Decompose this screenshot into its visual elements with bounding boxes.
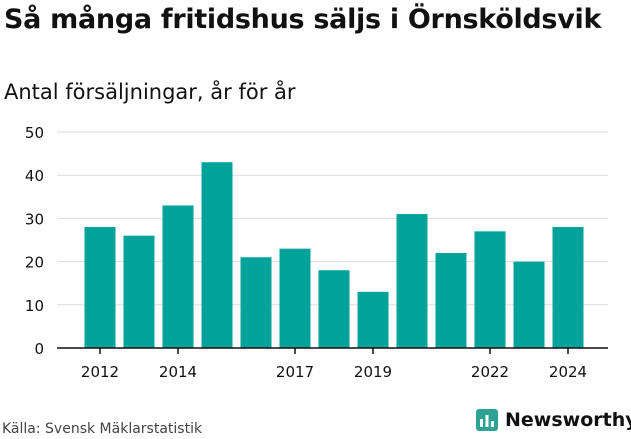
bar-2017 bbox=[279, 248, 311, 348]
y-tick-label: 40 bbox=[25, 167, 44, 185]
y-tick-label: 50 bbox=[25, 124, 44, 142]
x-tick-label: 2019 bbox=[354, 363, 392, 381]
x-tick-label: 2022 bbox=[471, 363, 509, 381]
bar-2024 bbox=[552, 227, 584, 348]
x-tick-label: 2014 bbox=[159, 363, 197, 381]
y-tick-label: 20 bbox=[25, 254, 44, 272]
newsworthy-logo: Newsworthy bbox=[476, 409, 631, 431]
bar-2019 bbox=[357, 291, 389, 348]
chart-title: Så många fritidshus säljs i Örnsköldsvik bbox=[4, 4, 602, 35]
source-note: Källa: Svensk Mäklarstatistik bbox=[2, 421, 203, 437]
bar-2022 bbox=[474, 231, 506, 348]
bar-2014 bbox=[162, 205, 194, 348]
newsworthy-logo-icon bbox=[476, 409, 498, 431]
bar-2016 bbox=[240, 257, 272, 348]
bar-2023 bbox=[513, 261, 545, 348]
y-tick-label: 30 bbox=[25, 210, 44, 228]
x-tick-label: 2012 bbox=[81, 363, 119, 381]
bar-2021 bbox=[435, 252, 467, 348]
brand-name: Newsworthy bbox=[505, 409, 631, 431]
bar-2012 bbox=[84, 227, 116, 348]
bar-2020 bbox=[396, 214, 428, 348]
y-tick-label: 10 bbox=[25, 297, 44, 315]
x-tick-label: 2017 bbox=[276, 363, 314, 381]
x-tick-label: 2024 bbox=[549, 363, 587, 381]
bar-2013 bbox=[123, 235, 155, 348]
bar-2018 bbox=[318, 270, 350, 348]
bar-2015 bbox=[201, 162, 233, 348]
chart-subtitle: Antal försäljningar, år för år bbox=[4, 80, 296, 104]
y-tick-label: 0 bbox=[34, 340, 44, 358]
